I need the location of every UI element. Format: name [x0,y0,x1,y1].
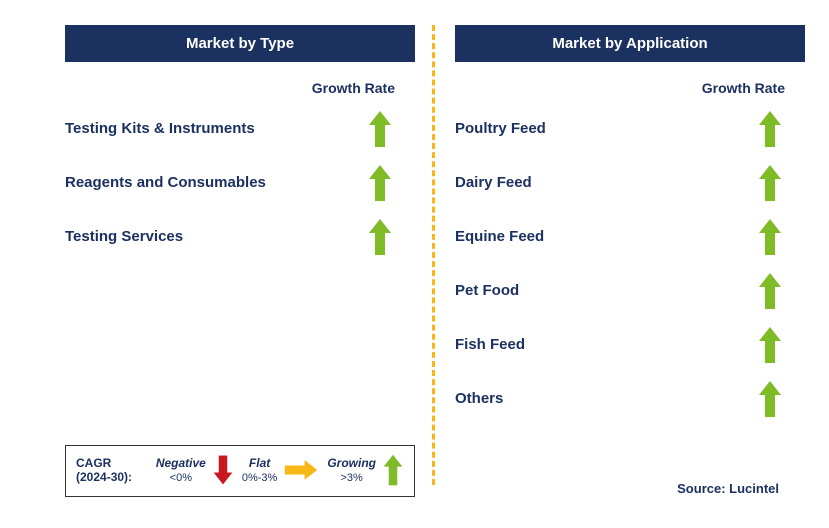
arrow-down-icon [214,456,233,485]
panel-application-header: Market by Application [455,25,805,62]
legend-title-line2: (2024-30): [76,470,132,484]
arrow-up-icon [759,111,781,147]
application-row-label: Poultry Feed [455,120,735,139]
growth-indicator [735,327,805,363]
arrow-right-icon [285,460,317,480]
type-row-label: Reagents and Consumables [65,174,345,193]
legend-item-growing: Growing >3% [327,452,404,488]
growth-indicator [345,219,415,255]
cagr-legend: CAGR (2024-30): Negative <0% Flat 0%-3% … [65,445,415,497]
arrow-up-icon [759,381,781,417]
legend-title-line1: CAGR [76,456,111,470]
growth-indicator [735,273,805,309]
arrow-up-icon [384,455,403,486]
vertical-divider [432,25,435,485]
legend-range: <0% [170,472,192,484]
application-row: Equine Feed [455,219,805,255]
arrow-up-icon [369,219,391,255]
arrow-up-icon [369,111,391,147]
application-row-label: Dairy Feed [455,174,735,193]
growth-rate-label-right: Growth Rate [455,80,785,96]
growth-indicator [735,219,805,255]
arrow-up-icon [759,165,781,201]
growth-rate-label-left: Growth Rate [65,80,395,96]
application-row-label: Fish Feed [455,336,735,355]
growth-indicator [735,165,805,201]
application-row: Others [455,381,805,417]
type-row-label: Testing Services [65,228,345,247]
application-row: Dairy Feed [455,165,805,201]
arrow-up-icon [759,219,781,255]
growth-indicator [735,111,805,147]
legend-title: CAGR (2024-30): [76,456,148,485]
growth-indicator [735,381,805,417]
legend-range: >3% [341,472,363,484]
application-row: Fish Feed [455,327,805,363]
growth-indicator [345,165,415,201]
type-row: Reagents and Consumables [65,165,415,201]
legend-label: Growing [327,456,376,470]
panel-type-header: Market by Type [65,25,415,62]
source-label: Source: Lucintel [677,481,779,496]
application-row-label: Equine Feed [455,228,735,247]
legend-range: 0%-3% [242,472,277,484]
panel-market-by-type: Market by Type Growth Rate Testing Kits … [65,25,415,273]
application-row: Poultry Feed [455,111,805,147]
legend-item-flat: Flat 0%-3% [242,456,319,484]
application-row: Pet Food [455,273,805,309]
type-row-label: Testing Kits & Instruments [65,120,345,139]
application-row-label: Others [455,390,735,409]
type-row: Testing Kits & Instruments [65,111,415,147]
legend-item-negative: Negative <0% [156,453,234,487]
type-row: Testing Services [65,219,415,255]
arrow-up-icon [759,327,781,363]
arrow-up-icon [759,273,781,309]
legend-label: Flat [249,456,270,470]
growth-indicator [345,111,415,147]
panel-market-by-application: Market by Application Growth Rate Poultr… [455,25,805,435]
arrow-up-icon [369,165,391,201]
legend-label: Negative [156,456,206,470]
application-row-label: Pet Food [455,282,735,301]
